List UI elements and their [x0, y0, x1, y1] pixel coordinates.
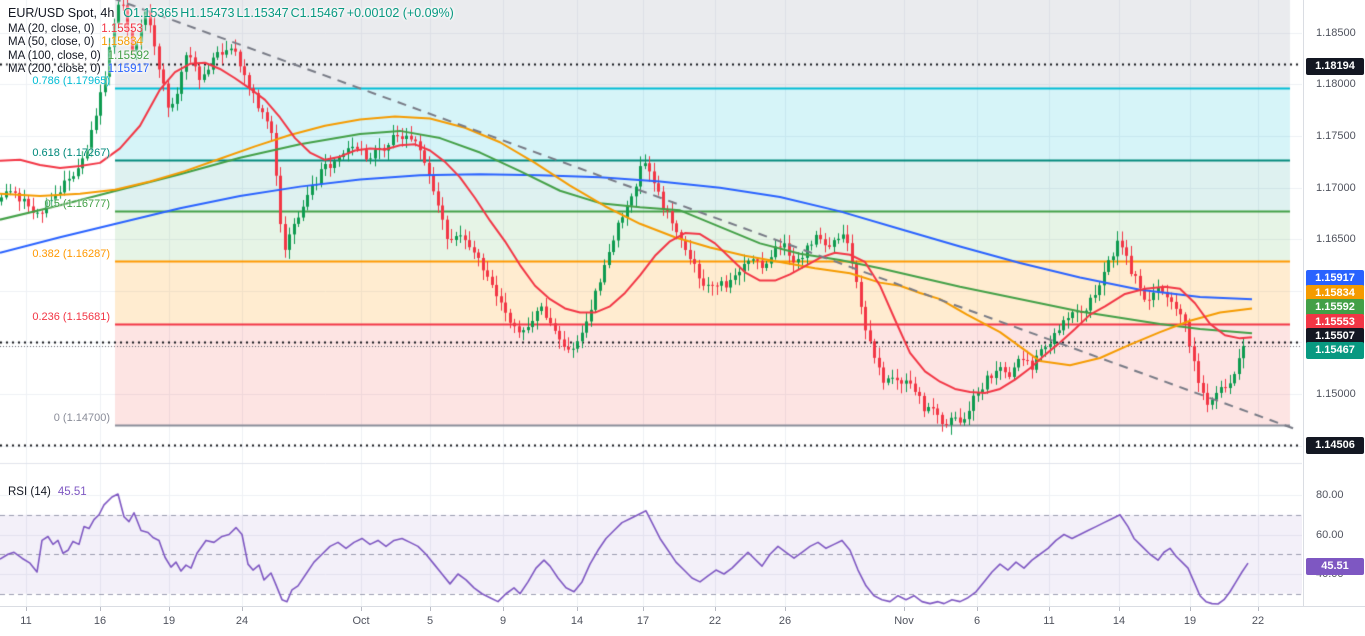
price-axis-label: 1.18500	[1316, 27, 1356, 39]
time-axis-tick	[242, 607, 243, 611]
time-axis-tick	[904, 607, 905, 611]
time-axis-tick	[577, 607, 578, 611]
rsi-value: 45.51	[57, 486, 87, 498]
time-axis-label: 16	[93, 615, 107, 627]
time-axis-label: 11	[1043, 615, 1055, 627]
time-axis-tick	[169, 607, 170, 611]
time-axis-label: 14	[570, 615, 584, 627]
time-axis-tick	[643, 607, 644, 611]
time-axis-label: 9	[499, 615, 507, 627]
price-level-badge: 1.18194	[1306, 58, 1364, 75]
price-level-badge: 1.15834	[1306, 285, 1364, 302]
price-level-badge: 1.15467	[1306, 342, 1364, 359]
time-axis[interactable]: 11 16 19 24 Oct 5 9 14 17 22 26 Nov 6 11 14 19 22	[0, 606, 1365, 636]
price-axis-label: 1.16500	[1316, 233, 1356, 245]
price-axis-label: 1.17000	[1316, 182, 1356, 194]
price-and-rsi-plot-area[interactable]	[0, 0, 1302, 606]
time-axis-label: 19	[1183, 615, 1197, 627]
time-axis-label: 11	[20, 615, 32, 627]
time-axis-tick	[1049, 607, 1050, 611]
time-axis-label: 24	[235, 615, 249, 627]
time-axis-label: 22	[1251, 615, 1265, 627]
time-axis-tick	[785, 607, 786, 611]
time-axis-label: 19	[162, 615, 176, 627]
price-axis-label: 60.00	[1316, 529, 1344, 541]
price-level-badge: 1.15592	[1306, 299, 1364, 316]
time-axis-tick	[100, 607, 101, 611]
time-axis-label: Nov	[894, 615, 914, 627]
time-axis-label: 17	[636, 615, 650, 627]
time-axis-tick	[977, 607, 978, 611]
time-axis-tick	[1119, 607, 1120, 611]
time-axis-label: 22	[708, 615, 722, 627]
time-axis-tick	[430, 607, 431, 611]
price-axis-label: 80.00	[1316, 489, 1344, 501]
time-axis-tick	[361, 607, 362, 611]
price-level-badge: 1.15507	[1306, 328, 1364, 345]
price-level-badge: 1.14506	[1306, 437, 1364, 454]
time-axis-tick	[1258, 607, 1259, 611]
price-axis[interactable]: 1.18500 1.18000 1.17500 1.17000 1.16500 1.150…	[1303, 0, 1365, 606]
time-axis-tick	[1190, 607, 1191, 611]
price-axis-label: 1.18000	[1316, 78, 1356, 90]
time-axis-label: 6	[973, 615, 981, 627]
time-axis-label: Oct	[352, 615, 370, 627]
rsi-legend: RSI (14) 45.51	[8, 486, 87, 498]
rsi-label: RSI (14)	[8, 486, 51, 498]
price-level-badge: 1.15917	[1306, 270, 1364, 287]
price-axis-label: 1.15000	[1316, 388, 1356, 400]
price-level-badge: 1.15553	[1306, 314, 1364, 331]
time-axis-label: 5	[426, 615, 434, 627]
rsi-value-badge: 45.51	[1306, 558, 1364, 575]
time-axis-tick	[26, 607, 27, 611]
time-axis-label: 14	[1112, 615, 1126, 627]
price-axis-label: 1.17500	[1316, 130, 1356, 142]
time-axis-label: 26	[778, 615, 792, 627]
time-axis-tick	[503, 607, 504, 611]
time-axis-tick	[715, 607, 716, 611]
